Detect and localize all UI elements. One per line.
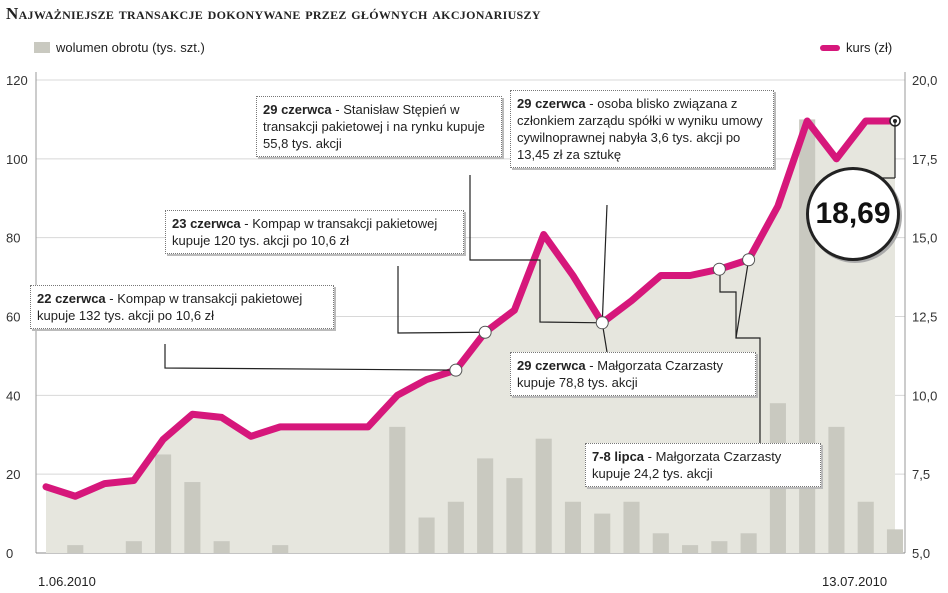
annotation-text: Kompap w transakcji pakietowej kupuje 12…	[172, 216, 438, 248]
volume-bar	[477, 458, 494, 553]
volume-bar	[125, 541, 142, 553]
transaction-marker	[595, 316, 609, 330]
annotation-date: 29 czerwca	[517, 358, 586, 373]
left-tick-label: 60	[6, 310, 20, 325]
right-tick-label: 12,5	[912, 310, 937, 325]
volume-bar	[886, 529, 904, 553]
annotation-29-june-stepien: 29 czerwca - Stanisław Stępień w transak…	[256, 96, 502, 157]
legend-volume: wolumen obrotu (tys. szt.)	[34, 40, 205, 55]
annotation-date: 29 czerwca	[263, 102, 332, 117]
annotation-29-june-osoba: 29 czerwca - osoba blisko związana z czł…	[510, 90, 774, 168]
annotation-22-june: 22 czerwca - Kompap w transakcji pakieto…	[30, 285, 334, 329]
volume-bar	[155, 454, 172, 553]
right-tick-label: 10,0	[912, 388, 937, 403]
left-tick-label: 120	[6, 73, 28, 88]
chart-title: Najważniejsze transakcje dokonywane prze…	[6, 4, 541, 23]
price-line	[42, 117, 899, 500]
connector-line	[469, 175, 603, 324]
left-axis-ticks: 0 20 40 60 80 100 120	[6, 73, 28, 561]
annotation-23-june: 23 czerwca - Kompap w transakcji pakieto…	[165, 210, 464, 254]
connector-line	[601, 204, 608, 323]
volume-bar	[447, 501, 464, 553]
connector-line	[719, 268, 737, 338]
connector-line	[164, 344, 456, 371]
left-tick-label: 100	[6, 152, 28, 167]
connector-line	[397, 266, 486, 334]
annotation-text: Kompap w transakcji pakietowej kupuje 13…	[37, 291, 303, 323]
legend-price-label: kurs (zł)	[846, 40, 893, 55]
volume-bar	[535, 438, 552, 553]
volume-bar	[418, 517, 435, 553]
right-tick-label: 7,5	[912, 467, 930, 482]
volume-bar	[652, 533, 669, 553]
annotation-connectors	[164, 120, 896, 443]
volume-bar	[623, 501, 640, 553]
transaction-marker	[742, 253, 756, 267]
transaction-marker	[478, 325, 492, 339]
volume-bar	[213, 541, 230, 553]
annotation-date: 7-8 lipca	[592, 449, 645, 464]
annotation-text: Małgorzata Czarzasty kupuje 78,8 tys. ak…	[517, 358, 723, 390]
volume-bar	[184, 482, 201, 553]
annotation-29-june-czarzasty: 29 czerwca - Małgorzata Czarzasty kupuje…	[510, 352, 756, 396]
right-tick-label: 15,0	[912, 231, 937, 246]
annotation-date: 29 czerwca	[517, 96, 586, 111]
volume-bar	[711, 541, 728, 553]
right-tick-label: 17,5	[912, 152, 937, 167]
transaction-marker	[712, 262, 726, 276]
left-tick-label: 40	[6, 388, 20, 403]
left-tick-label: 0	[6, 546, 13, 561]
annotation-date: 23 czerwca	[172, 216, 241, 231]
annotation-text: Stanisław Stępień w transakcji pakietowe…	[263, 102, 485, 151]
legend-volume-label: wolumen obrotu (tys. szt.)	[56, 40, 205, 55]
annotation-date: 22 czerwca	[37, 291, 106, 306]
volume-bar	[272, 545, 289, 553]
volume-bar	[564, 501, 582, 553]
volume-bar	[389, 426, 406, 553]
annotation-7-8-july: 7-8 lipca - Małgorzata Czarzasty kupuje …	[585, 443, 821, 487]
legend-price-swatch	[820, 44, 840, 51]
volume-bar	[799, 119, 816, 554]
transaction-marker	[449, 363, 463, 377]
right-axis-ticks: 5,0 7,5 10,0 12,5 15,0 17,5 20,0	[912, 73, 937, 561]
x-start-label: 1.06.2010	[38, 574, 96, 589]
volume-bar	[828, 426, 845, 553]
volume-bar	[506, 478, 523, 553]
current-price-badge: 18,69	[806, 167, 900, 261]
left-tick-label: 20	[6, 467, 20, 482]
x-end-label: 13.07.2010	[822, 574, 888, 589]
volume-bar	[740, 533, 757, 553]
annotation-markers	[449, 253, 756, 377]
volume-bar	[594, 513, 611, 553]
left-tick-label: 80	[6, 231, 20, 246]
volume-bar	[682, 545, 699, 553]
legend-price: kurs (zł)	[820, 40, 892, 55]
volume-bar	[857, 501, 874, 553]
volume-bar	[67, 545, 84, 553]
annotation-text: Małgorzata Czarzasty kupuje 24,2 tys. ak…	[592, 449, 782, 481]
right-tick-label: 5,0	[912, 546, 930, 561]
connector-line	[735, 259, 761, 443]
annotation-text: osoba blisko związana z członkiem zarząd…	[517, 96, 763, 162]
legend-volume-swatch	[34, 42, 50, 53]
right-tick-label: 20,0	[912, 73, 937, 88]
